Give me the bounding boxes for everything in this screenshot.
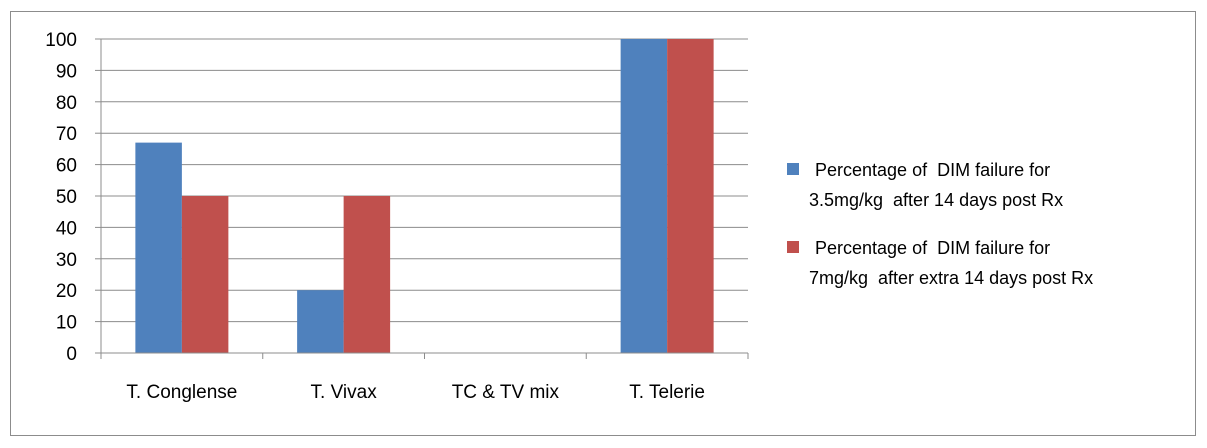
legend-label-1: 3.5mg/kg after 14 days post Rx — [809, 190, 1063, 210]
x-tick-label: T. Conglense — [126, 382, 237, 403]
legend-label-2: 7mg/kg after extra 14 days post Rx — [809, 268, 1093, 288]
axes — [95, 38, 749, 359]
y-tick-label: 40 — [56, 218, 77, 239]
legend-swatch-1 — [787, 163, 799, 175]
bar-series-2-cat-4 — [667, 39, 714, 353]
legend-swatch-2 — [787, 241, 799, 253]
x-tick-label: TC & TV mix — [452, 382, 560, 403]
x-axis-tick-labels: T. Conglense T. Vivax TC & TV mix T. Teleri… — [126, 382, 705, 403]
y-tick-label: 90 — [56, 61, 77, 82]
bar-series-2-cat-1 — [181, 196, 229, 353]
y-tick-label: 60 — [56, 156, 77, 177]
legend-label-1: Percentage of DIM failure for — [815, 160, 1050, 180]
bar-series-1-cat-4 — [620, 39, 668, 353]
y-tick-label: 80 — [56, 93, 77, 114]
bar-series-1-cat-2 — [297, 290, 344, 353]
x-tick-label: T. Vivax — [311, 382, 378, 403]
legend: Percentage of DIM failure for 3.5mg/kg af… — [787, 160, 1093, 288]
y-tick-label: 70 — [56, 124, 77, 145]
bar-series-2-cat-2 — [343, 196, 391, 353]
bar-series-1-cat-1 — [135, 142, 182, 353]
y-tick-label: 10 — [56, 313, 77, 334]
legend-label-2: Percentage of DIM failure for — [815, 238, 1050, 258]
y-tick-label: 100 — [45, 30, 77, 51]
y-tick-label: 20 — [56, 281, 77, 302]
y-axis-tick-labels: 0 10 20 30 40 50 60 70 80 90 100 — [45, 30, 77, 365]
y-tick-label: 30 — [56, 250, 77, 271]
y-tick-label: 50 — [56, 187, 77, 208]
bars — [135, 39, 714, 353]
y-tick-label: 0 — [66, 344, 77, 365]
x-tick-label: T. Telerie — [629, 382, 705, 403]
